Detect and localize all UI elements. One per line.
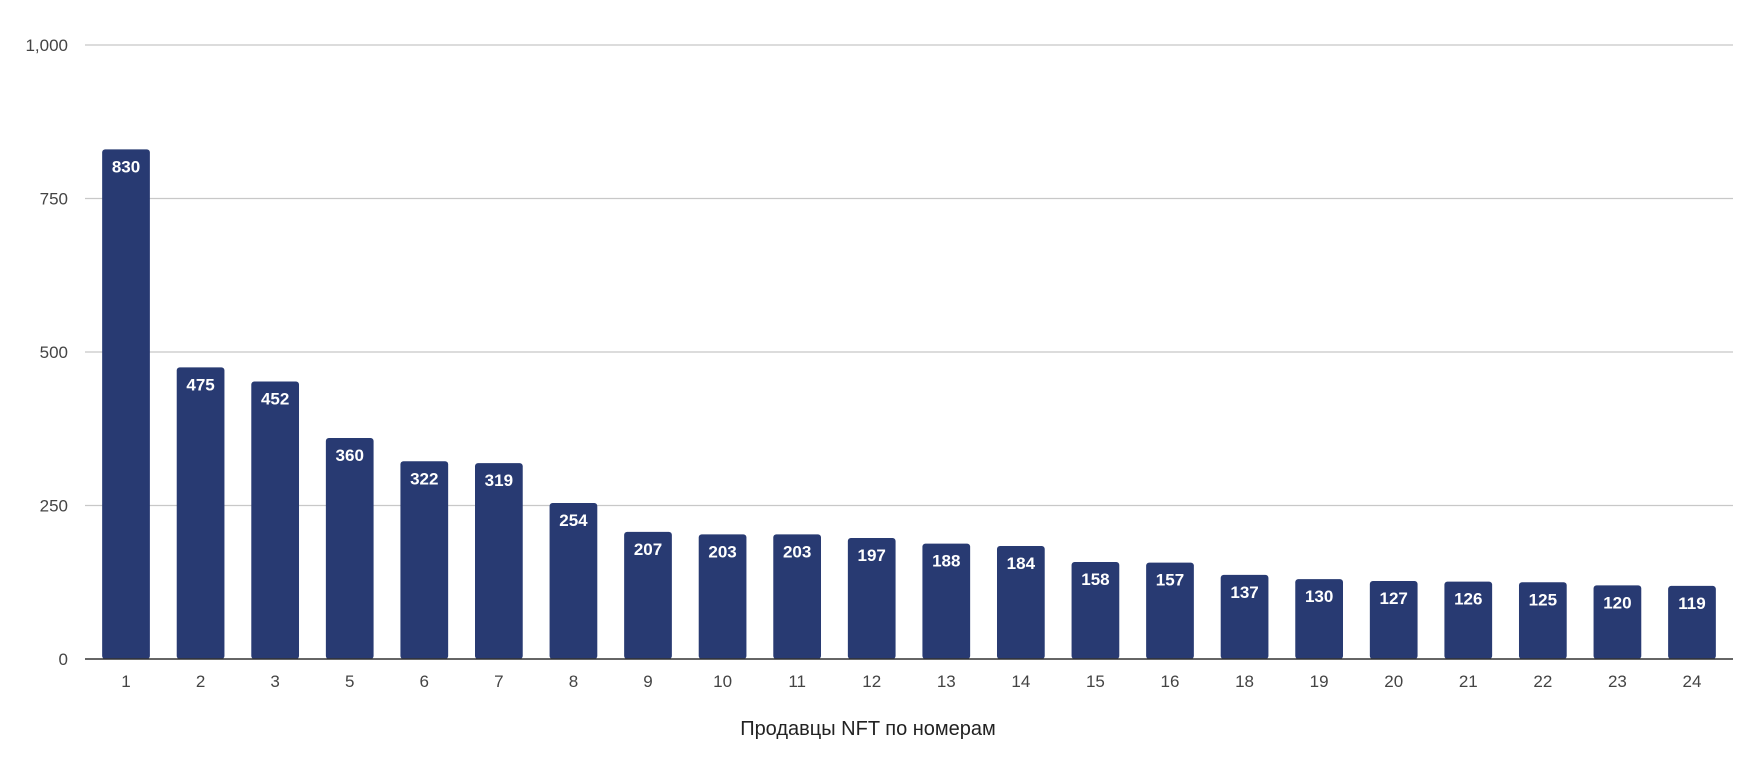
x-tick-label: 14 [1011, 672, 1030, 691]
bar-value-label: 197 [858, 546, 886, 565]
x-tick-label: 6 [420, 672, 429, 691]
bar-value-label: 120 [1603, 593, 1631, 612]
bar [1668, 585, 1716, 659]
bar-value-label: 254 [559, 511, 588, 530]
x-tick-label: 9 [643, 672, 652, 691]
y-tick-label: 0 [59, 650, 68, 669]
x-tick-label: 15 [1086, 672, 1105, 691]
bar-value-label: 158 [1081, 570, 1109, 589]
x-tick-label: 22 [1533, 672, 1552, 691]
bar [996, 546, 1045, 659]
bar [1518, 582, 1567, 659]
bar [847, 538, 896, 659]
bar [251, 381, 300, 659]
bar-value-label: 119 [1678, 594, 1705, 613]
x-tick-label: 12 [862, 672, 881, 691]
bar [325, 437, 374, 659]
bar [1444, 581, 1493, 659]
y-tick-label: 750 [40, 190, 68, 209]
x-tick-label: 3 [270, 672, 279, 691]
x-tick-label: 18 [1235, 672, 1254, 691]
bar-value-label: 188 [932, 552, 960, 571]
bar-value-label: 452 [261, 389, 289, 408]
bar [1593, 585, 1642, 659]
bar [1220, 574, 1269, 659]
x-tick-label: 19 [1310, 672, 1329, 691]
y-axis-ticks: 0 250 500 750 1,000 [25, 36, 68, 669]
bar-value-label: 203 [783, 542, 811, 561]
gridlines [85, 44, 1733, 507]
x-axis-ticks: 1 2 3 5 6 7 8 9 10 11 12 13 14 15 16 18 19 20 21 22 23 24 [121, 672, 1701, 691]
bar [773, 534, 822, 659]
bar-value-label: 319 [485, 471, 513, 490]
bar [549, 503, 598, 659]
bar-value-label: 130 [1305, 587, 1333, 606]
x-tick-label: 23 [1608, 672, 1627, 691]
x-tick-label: 11 [788, 672, 806, 691]
bar [400, 461, 449, 659]
x-tick-label: 24 [1683, 672, 1702, 691]
x-tick-label: 20 [1384, 672, 1403, 691]
x-tick-label: 16 [1161, 672, 1180, 691]
bar-value-label: 203 [708, 542, 736, 561]
bars: 830 475 452 360 322 319 254 207 203 203 197 188 184 1… [102, 149, 1716, 659]
x-tick-label: 10 [713, 672, 732, 691]
x-tick-label: 1 [121, 672, 130, 691]
bar-value-label: 360 [336, 446, 364, 465]
bar [102, 149, 150, 659]
bar-value-label: 830 [112, 157, 140, 176]
x-tick-label: 2 [196, 672, 205, 691]
bar-value-label: 137 [1230, 583, 1258, 602]
bar-value-label: 127 [1380, 589, 1408, 608]
bar [922, 543, 971, 659]
bar [624, 531, 672, 659]
bar-value-label: 322 [410, 469, 438, 488]
y-tick-label: 1,000 [25, 36, 68, 55]
bar [1071, 561, 1120, 659]
x-tick-label: 8 [569, 672, 578, 691]
y-tick-label: 250 [40, 497, 68, 516]
x-tick-label: 5 [345, 672, 354, 691]
bar-value-label: 475 [186, 375, 214, 394]
bar [1146, 562, 1194, 659]
bar [475, 463, 523, 659]
bar [698, 534, 747, 659]
bar [1369, 581, 1418, 659]
bar-value-label: 157 [1156, 571, 1184, 590]
x-tick-label: 7 [494, 672, 503, 691]
bar-value-label: 126 [1454, 590, 1482, 609]
x-tick-label: 13 [937, 672, 956, 691]
bar [176, 367, 225, 659]
x-axis-title: Продавцы NFT по номерам [740, 718, 996, 740]
bar-value-label: 207 [634, 540, 662, 559]
bar-value-label: 184 [1007, 554, 1036, 573]
x-tick-label: 21 [1459, 672, 1478, 691]
bar [1295, 579, 1343, 659]
bar-value-label: 125 [1529, 590, 1557, 609]
y-tick-label: 500 [40, 343, 68, 362]
